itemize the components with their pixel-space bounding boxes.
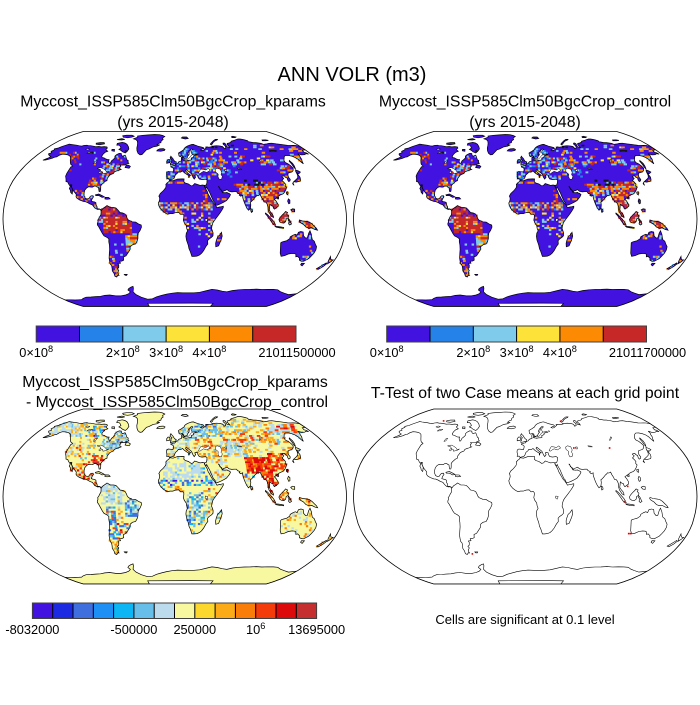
svg-text:Myccost_ISSP585Clm50BgcCrop_kp: Myccost_ISSP585Clm50BgcCrop_kparams bbox=[20, 94, 326, 111]
svg-text:Cells are significant at 0.1 l: Cells are significant at 0.1 level bbox=[435, 612, 614, 627]
svg-text:- Myccost_ISSP585Clm50BgcCrop_: - Myccost_ISSP585Clm50BgcCrop_control bbox=[26, 394, 328, 411]
svg-text:0×108: 0×108 bbox=[370, 344, 404, 360]
svg-text:4×108: 4×108 bbox=[543, 344, 577, 360]
svg-text:Myccost_ISSP585Clm50BgcCrop_kp: Myccost_ISSP585Clm50BgcCrop_kparams bbox=[22, 374, 328, 391]
svg-text:(yrs 2015-2048): (yrs 2015-2048) bbox=[469, 114, 581, 131]
svg-text:0×108: 0×108 bbox=[19, 344, 53, 360]
svg-text:21011500000: 21011500000 bbox=[258, 345, 335, 360]
svg-text:2×108: 2×108 bbox=[106, 344, 140, 360]
svg-text:-8032000: -8032000 bbox=[5, 622, 59, 637]
svg-text:3×108: 3×108 bbox=[149, 344, 183, 360]
svg-text:21011700000: 21011700000 bbox=[609, 345, 686, 360]
svg-text:13695000: 13695000 bbox=[288, 622, 345, 637]
svg-text:(yrs 2015-2048): (yrs 2015-2048) bbox=[117, 114, 229, 131]
svg-text:ANN VOLR (m3): ANN VOLR (m3) bbox=[278, 64, 427, 86]
svg-text:T-Test of two Case means at ea: T-Test of two Case means at each grid po… bbox=[371, 385, 680, 402]
svg-text:250000: 250000 bbox=[173, 622, 216, 637]
svg-text:3×108: 3×108 bbox=[500, 344, 534, 360]
svg-text:-500000: -500000 bbox=[110, 622, 157, 637]
svg-text:4×108: 4×108 bbox=[192, 344, 226, 360]
svg-text:Myccost_ISSP585Clm50BgcCrop_co: Myccost_ISSP585Clm50BgcCrop_control bbox=[379, 94, 671, 111]
svg-text:2×108: 2×108 bbox=[456, 344, 490, 360]
